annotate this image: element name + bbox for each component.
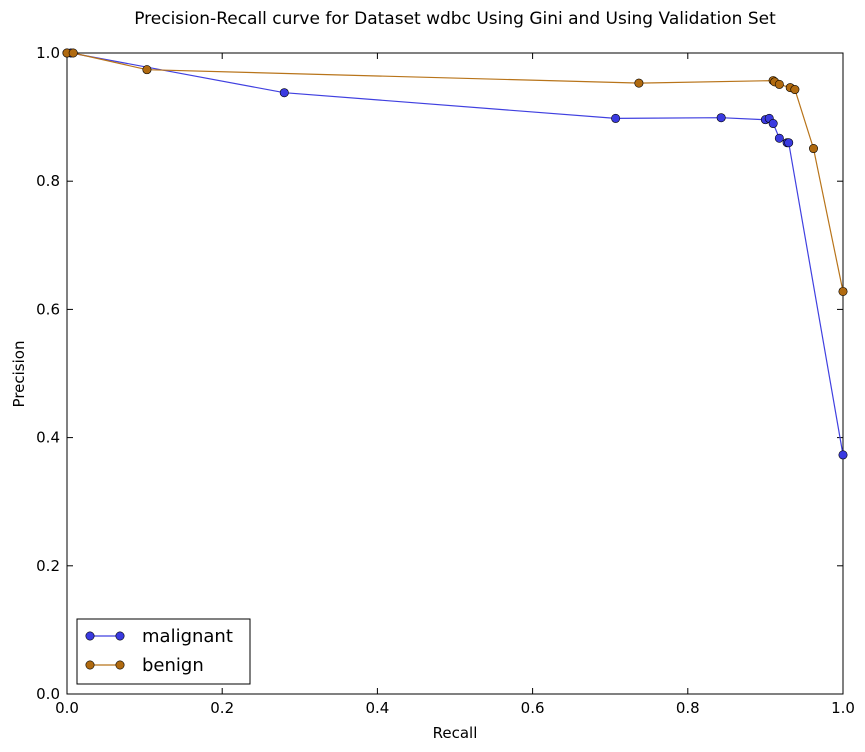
y-tick-label: 0.4 [36,429,60,447]
legend-item-benign: benign [85,655,204,676]
data-point-benign [790,85,800,95]
data-point-malignant [716,113,726,123]
data-point-benign [809,144,819,154]
chart-title: Precision-Recall curve for Dataset wdbc … [134,9,776,29]
x-tick-label: 1.0 [831,699,855,717]
x-tick-label: 0.4 [365,699,389,717]
data-point-benign [68,48,78,58]
data-point-malignant [838,450,848,460]
legend: malignant benign [76,618,251,685]
y-tick-label: 1.0 [36,44,60,62]
x-tick-label: 0.8 [676,699,700,717]
legend-label: malignant [142,626,233,647]
x-axis-label: Recall [433,724,478,742]
legend-box [76,618,251,685]
data-point-benign [838,286,848,296]
legend-marker [115,631,125,641]
series-benign [62,48,848,296]
y-axis-ticks: 0.0 0.2 0.4 0.6 0.8 1.0 [36,44,843,703]
legend-marker [85,631,95,641]
legend-item-malignant: malignant [85,626,233,647]
data-point-benign [774,79,784,89]
x-tick-label: 0.2 [210,699,234,717]
y-tick-label: 0.0 [36,685,60,703]
y-tick-label: 0.6 [36,300,60,318]
legend-label: benign [142,655,204,676]
x-tick-label: 0.0 [55,699,79,717]
data-point-malignant [611,113,621,123]
plot-area: 0.0 0.2 0.4 0.6 0.8 1.0 0.0 0.2 0.4 0.6 0.8 1.0 [36,44,855,717]
data-point-malignant [774,133,784,143]
series-layer [62,48,848,460]
data-point-malignant [768,119,778,129]
x-axis-ticks: 0.0 0.2 0.4 0.6 0.8 1.0 [55,53,855,717]
data-point-malignant [279,88,289,98]
y-tick-label: 0.8 [36,172,60,190]
y-axis-label: Precision [10,341,28,408]
data-point-benign [634,78,644,88]
data-point-benign [142,65,152,75]
legend-marker [115,660,125,670]
y-tick-label: 0.2 [36,557,60,575]
plot-frame [66,52,844,695]
data-point-malignant [784,138,794,148]
legend-marker [85,660,95,670]
x-tick-label: 0.6 [521,699,545,717]
series-malignant [62,48,848,460]
